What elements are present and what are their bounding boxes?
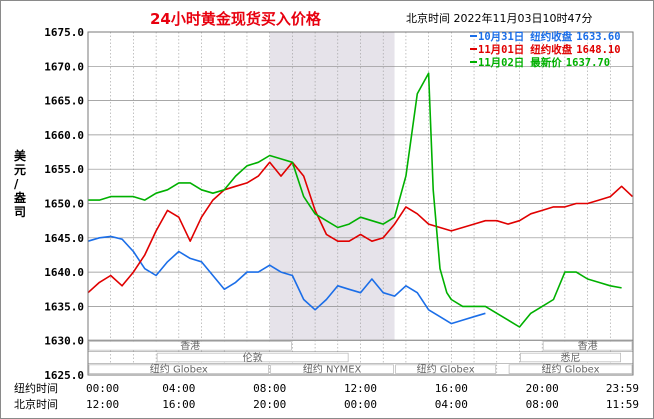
x-tick-label-row2: 00:00 (344, 398, 377, 411)
row1-label: 纽约时间 (14, 381, 58, 395)
legend-entry: 11月01日 纽约收盘 1648.10 (478, 43, 621, 56)
y-tick-label: 1655.0 (44, 163, 84, 176)
y-axis-label-char: 司 (14, 205, 26, 219)
series-line (87, 235, 486, 325)
legend-label: 纽约收盘 (530, 30, 572, 43)
legend-date: 11月02日 (478, 57, 524, 69)
x-tick-label-row1: 23:59 (606, 382, 639, 395)
y-tick-label: 1675.0 (44, 26, 84, 39)
y-tick-label: 1630.0 (44, 335, 84, 348)
market-session-label: 纽约 Globex (542, 363, 600, 376)
x-tick-label-row1: 08:00 (253, 382, 286, 395)
legend-entry: 10月31日 纽约收盘 1633.60 (478, 30, 621, 43)
legend-value: 1633.60 (576, 31, 620, 43)
legend-value: 1648.10 (576, 44, 620, 56)
x-tick-label-row2: 04:00 (435, 398, 468, 411)
legend-date: 11月01日 (478, 44, 524, 56)
market-session-box (156, 352, 349, 363)
y-axis-label-char: 元 (14, 163, 26, 177)
x-tick-label-row2: 12:00 (86, 398, 119, 411)
market-session-label: 悉尼 (561, 352, 581, 364)
y-axis-label-char: 盎 (14, 190, 27, 205)
y-tick-label: 1670.0 (44, 60, 84, 73)
x-tick-label-row1: 12:00 (344, 382, 377, 395)
market-session-box (88, 364, 270, 374)
market-session-box (88, 341, 292, 351)
x-axis-ticks: 00:00 12:00 04:00 16:00 08:00 20:00 12:00 00:00… (86, 382, 639, 411)
x-tick-label-row2: 11:59 (606, 398, 639, 411)
market-session-box (520, 352, 621, 363)
market-session-label: 纽约 Globex (417, 363, 475, 376)
y-tick-label: 1635.0 (44, 300, 84, 313)
market-session-label: 香港 (578, 340, 598, 352)
y-axis-label: 美元/盎司 (14, 148, 27, 219)
market-session-label: 纽约 Globex (150, 363, 208, 376)
x-tick-label-row1: 16:00 (435, 382, 468, 395)
nymex-session-band (269, 32, 395, 340)
market-session-box (542, 341, 633, 351)
x-tick-label-row2: 20:00 (253, 398, 286, 411)
y-tick-label: 1665.0 (44, 95, 84, 108)
y-tick-label: 1640.0 (44, 266, 84, 279)
legend-label: 纽约收盘 (530, 43, 572, 56)
market-session-label: 纽约 NYMEX (303, 363, 362, 376)
market-session-box (270, 364, 394, 374)
x-tick-label-row1: 04:00 (162, 382, 195, 395)
chart-title: 24小时黄金现货买入价格 (150, 10, 322, 28)
market-session-label: 伦敦 (243, 351, 263, 364)
y-tick-label: 1645.0 (44, 232, 84, 245)
x-tick-label-row2: 16:00 (162, 398, 195, 411)
y-axis-ticks: 1675.0 1670.0 1665.0 1660.0 1655.0 1650.0 1645… (44, 26, 84, 382)
timestamp: 北京时间 2022年11月03日10时47分 (406, 11, 592, 25)
series-line (87, 161, 634, 294)
y-tick-label: 1660.0 (44, 129, 84, 142)
series-lines (87, 72, 634, 328)
x-tick-label-row1: 20:00 (526, 382, 559, 395)
y-tick-label: 1650.0 (44, 198, 84, 211)
legend-date: 10月31日 (478, 31, 524, 43)
row2-label: 北京时间 (14, 397, 58, 411)
legend-label: 最新价 (530, 56, 562, 69)
legend-entry: 11月02日 最新价 1637.70 (478, 56, 610, 69)
y-tick-label: 1625.0 (44, 369, 84, 382)
y-axis-label-char: / (14, 177, 19, 191)
market-session-label: 香港 (180, 340, 200, 352)
series-line (88, 72, 622, 328)
market-session-box (395, 364, 497, 374)
x-tick-label-row1: 00:00 (86, 382, 119, 395)
x-tick-label-row2: 08:00 (526, 398, 559, 411)
market-session-box (508, 364, 633, 374)
legend-value: 1637.70 (566, 57, 610, 69)
y-axis-label-char: 美 (14, 148, 27, 163)
plot-area-border (87, 31, 634, 376)
